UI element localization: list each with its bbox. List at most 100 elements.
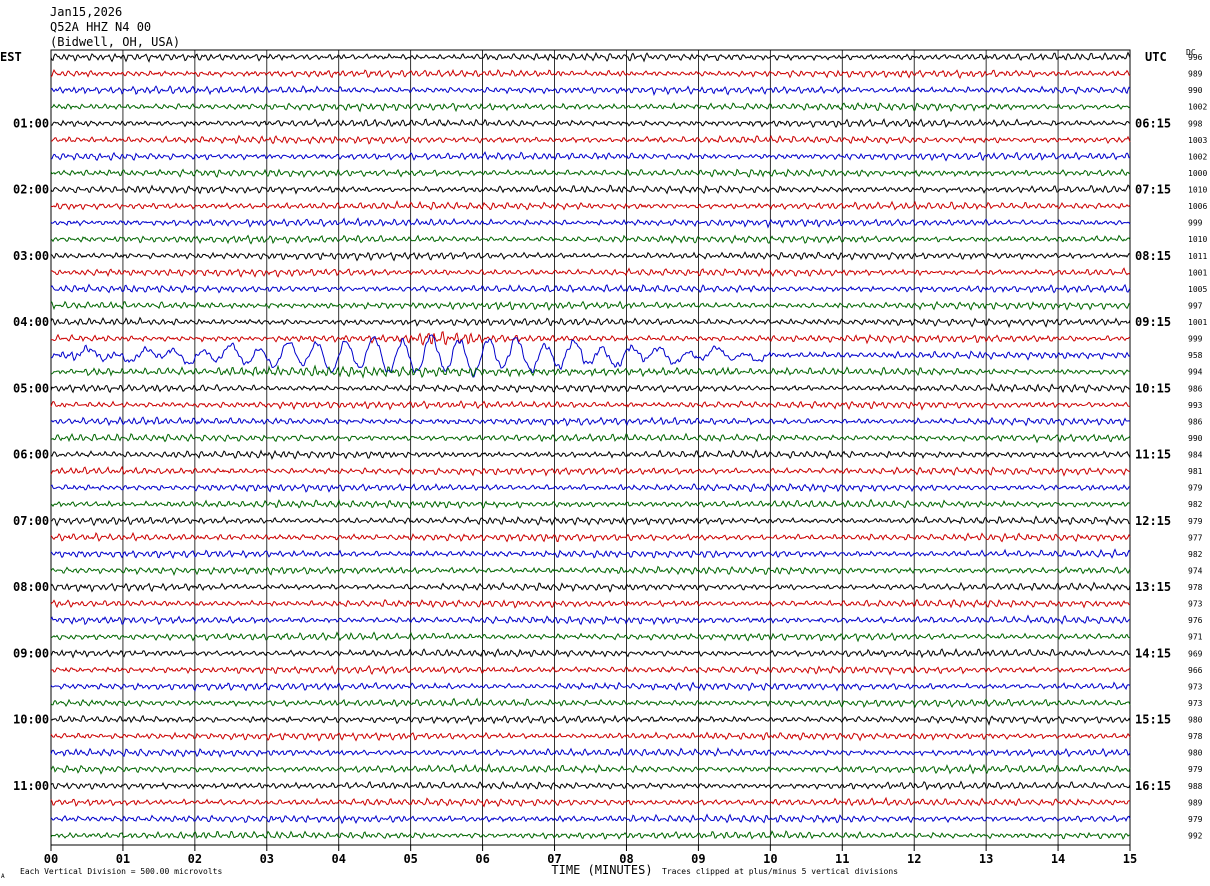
trace-row-9	[50, 199, 1131, 211]
trace-row-29	[50, 531, 1131, 543]
x-tick-label: 13	[979, 852, 993, 866]
x-tick-label: 11	[835, 852, 849, 866]
right-hour-label: 16:15	[1135, 779, 1171, 793]
left-hour-label: 06:00	[13, 448, 49, 462]
trace-row-5	[50, 134, 1131, 145]
dc-value: 989	[1188, 798, 1203, 807]
x-tick-label: 01	[116, 852, 130, 866]
trace-row-23	[50, 432, 1131, 444]
dc-value: 989	[1188, 70, 1203, 79]
dc-value: 973	[1188, 682, 1203, 691]
corner-mark: A	[1, 873, 5, 880]
left-timezone: EST	[0, 50, 22, 64]
left-hour-label: 04:00	[13, 315, 49, 329]
trace-row-32	[50, 581, 1131, 593]
trace-row-42	[50, 747, 1131, 759]
dc-value: 979	[1188, 517, 1203, 526]
dc-value: 999	[1188, 219, 1203, 228]
trace-row-41	[50, 731, 1131, 742]
trace-row-13	[50, 267, 1131, 278]
x-tick-label: 10	[763, 852, 777, 866]
trace-row-25	[50, 465, 1131, 477]
dc-value: 988	[1188, 782, 1203, 791]
dc-value: 990	[1188, 86, 1203, 95]
trace-row-20	[50, 383, 1131, 394]
dc-value: 992	[1188, 831, 1203, 840]
dc-value: 1000	[1188, 169, 1207, 178]
dc-value: 977	[1188, 533, 1203, 542]
left-hour-label: 03:00	[13, 249, 49, 263]
trace-row-10	[50, 217, 1131, 229]
x-tick-label: 06	[475, 852, 489, 866]
x-tick-label: 15	[1123, 852, 1137, 866]
trace-row-22	[50, 416, 1131, 427]
dc-value: 974	[1188, 566, 1203, 575]
dc-value: 1003	[1188, 136, 1207, 145]
left-hour-label: 07:00	[13, 514, 49, 528]
x-tick-label: 09	[691, 852, 705, 866]
right-hour-label: 13:15	[1135, 580, 1171, 594]
right-hour-label: 07:15	[1135, 183, 1171, 197]
header-date: Jan15,2026	[50, 5, 123, 19]
left-hour-label: 10:00	[13, 713, 49, 727]
dc-value: 994	[1188, 368, 1203, 377]
dc-value: 1010	[1188, 235, 1207, 244]
dc-value: 1010	[1188, 186, 1207, 195]
dc-value: 1001	[1188, 318, 1207, 327]
dc-value: 978	[1188, 583, 1203, 592]
dc-value: 966	[1188, 666, 1203, 675]
right-hour-label: 14:15	[1135, 646, 1171, 660]
dc-value: 996	[1188, 53, 1203, 62]
trace-row-37	[50, 664, 1131, 676]
x-tick-label: 00	[44, 852, 58, 866]
trace-row-31	[50, 565, 1131, 576]
dc-value: 958	[1188, 351, 1203, 360]
trace-row-44	[50, 780, 1131, 791]
dc-value: 973	[1188, 600, 1203, 609]
clip-note: Traces clipped at plus/minus 5 vertical …	[662, 867, 898, 876]
trace-row-30	[50, 548, 1131, 559]
trace-row-40	[50, 714, 1131, 726]
x-tick-label: 08	[619, 852, 633, 866]
trace-row-6	[50, 151, 1131, 162]
right-hour-label: 06:15	[1135, 116, 1171, 130]
x-tick-label: 04	[332, 852, 346, 866]
dc-value: 979	[1188, 765, 1203, 774]
trace-row-28	[50, 515, 1130, 527]
trace-row-35	[50, 631, 1131, 643]
trace-row-17	[50, 331, 1131, 346]
trace-row-12	[50, 251, 1131, 262]
dc-value: 993	[1188, 401, 1203, 410]
trace-row-0	[50, 51, 1131, 63]
x-tick-label: 07	[547, 852, 561, 866]
right-hour-label: 15:15	[1135, 713, 1171, 727]
left-hour-label: 11:00	[13, 779, 49, 793]
trace-row-14	[50, 283, 1131, 294]
dc-value: 1002	[1188, 152, 1207, 161]
trace-row-39	[50, 697, 1131, 709]
dc-value: 990	[1188, 434, 1203, 443]
right-hour-label: 10:15	[1135, 381, 1171, 395]
trace-row-34	[50, 614, 1131, 626]
dc-value: 984	[1188, 451, 1203, 460]
trace-row-18	[50, 334, 1131, 378]
trace-row-46	[50, 813, 1131, 825]
plot-frame	[50, 49, 1131, 846]
dc-value: 982	[1188, 550, 1203, 559]
trace-row-1	[50, 68, 1131, 79]
trace-row-15	[50, 300, 1131, 311]
x-tick-label: 05	[403, 852, 417, 866]
dc-value: 986	[1188, 417, 1203, 426]
x-tick-label: 14	[1051, 852, 1065, 866]
right-hour-label: 11:15	[1135, 448, 1171, 462]
dc-value: 1001	[1188, 268, 1207, 277]
left-hour-label: 05:00	[13, 381, 49, 395]
left-hour-label: 01:00	[13, 116, 49, 130]
dc-header: DC	[1186, 48, 1196, 57]
dc-value: 980	[1188, 749, 1203, 758]
x-tick-label: 12	[907, 852, 921, 866]
trace-row-21	[50, 400, 1131, 411]
trace-row-33	[50, 598, 1131, 609]
trace-row-43	[50, 763, 1131, 775]
